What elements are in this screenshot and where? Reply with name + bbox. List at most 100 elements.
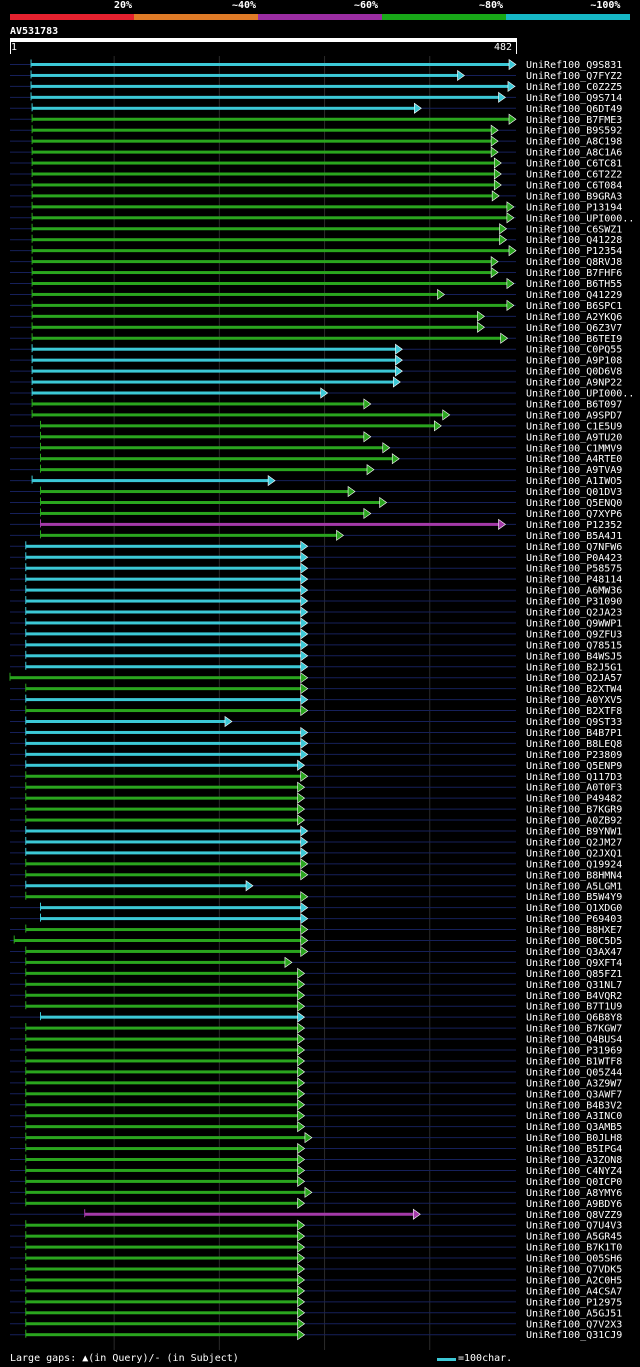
hit-bar[interactable] [25,555,302,559]
hit-label[interactable]: UniRef100_Q9S714 [526,93,622,104]
hit-bar[interactable] [40,533,338,537]
hit-bar[interactable] [25,1333,299,1337]
hit-bar[interactable] [25,687,302,691]
hit-bar[interactable] [25,566,302,570]
hit-bar[interactable] [32,314,479,318]
hit-bar[interactable] [32,303,508,307]
hit-label[interactable]: UniRef100_C1E5U9 [526,421,622,432]
hit-bar[interactable] [40,457,394,461]
hit-label[interactable]: UniRef100_P13194 [526,202,622,213]
hit-label[interactable]: UniRef100_P58575 [526,564,622,575]
hit-bar[interactable] [32,325,479,329]
hit-label[interactable]: UniRef100_B5A4J1 [526,531,622,542]
hit-bar[interactable] [25,1026,299,1030]
hit-bar[interactable] [25,709,302,713]
hit-bar[interactable] [31,63,511,66]
hit-label[interactable]: UniRef100_C0Z2Z5 [526,82,622,93]
hit-label[interactable]: UniRef100_Q4BUS4 [526,1035,622,1046]
hit-label[interactable]: UniRef100_Q2JA23 [526,608,622,619]
hit-label[interactable]: UniRef100_A4CSA7 [526,1286,622,1297]
hit-label[interactable]: UniRef100_A9NP22 [526,378,622,389]
hit-bar[interactable] [32,358,397,362]
hit-label[interactable]: UniRef100_P31969 [526,1046,622,1057]
hit-bar[interactable] [32,227,501,231]
hit-label[interactable]: UniRef100_Q7VDK5 [526,1265,622,1276]
hit-bar[interactable] [25,1289,299,1293]
hit-label[interactable]: UniRef100_Q8RVJ8 [526,257,622,268]
hit-label[interactable]: UniRef100_P48114 [526,575,622,586]
hit-label[interactable]: UniRef100_Q6Z3V7 [526,323,622,334]
hit-bar[interactable] [40,424,436,428]
hit-label[interactable]: UniRef100_Q7NFW6 [526,542,622,553]
hit-bar[interactable] [25,971,299,975]
hit-bar[interactable] [25,1201,299,1205]
hit-label[interactable]: UniRef100_Q7V2X3 [526,1319,622,1330]
hit-bar[interactable] [32,369,397,373]
hit-bar[interactable] [25,544,302,548]
hit-bar[interactable] [25,698,302,702]
hit-bar[interactable] [25,1267,299,1271]
hit-label[interactable]: UniRef100_B7KGR9 [526,805,622,816]
hit-bar[interactable] [25,818,299,822]
hit-label[interactable]: UniRef100_Q19924 [526,859,622,870]
hit-label[interactable]: UniRef100_A6MW36 [526,586,622,597]
hit-bar[interactable] [25,1278,299,1282]
hit-bar[interactable] [25,1245,299,1249]
hit-bar[interactable] [32,106,416,110]
hit-bar[interactable] [25,851,302,855]
hit-label[interactable]: UniRef100_B7T1U9 [526,1002,622,1013]
hit-bar[interactable] [25,1136,306,1140]
hit-bar[interactable] [31,73,459,77]
hit-label[interactable]: UniRef100_A2C0H5 [526,1275,622,1286]
hit-label[interactable]: UniRef100_A3Z9W7 [526,1078,622,1089]
hit-bar[interactable] [32,172,496,176]
hit-bar[interactable] [25,610,302,614]
hit-bar[interactable] [25,1322,299,1326]
hit-bar[interactable] [25,1311,299,1315]
hit-label[interactable]: UniRef100_B5W4Y9 [526,892,622,903]
hit-label[interactable]: UniRef100_Q31CJ9 [526,1330,622,1341]
hit-label[interactable]: UniRef100_B2J5G1 [526,662,622,673]
hit-label[interactable]: UniRef100_Q9WWP1 [526,618,622,629]
hit-label[interactable]: UniRef100_Q1XDG0 [526,903,622,914]
hit-label[interactable]: UniRef100_B8HXE7 [526,925,622,936]
hit-label[interactable]: UniRef100_B7FME3 [526,115,622,126]
hit-bar[interactable] [32,161,496,165]
hit-label[interactable]: UniRef100_A0ZB92 [526,816,622,827]
hit-label[interactable]: UniRef100_B2XTW4 [526,684,622,695]
hit-bar[interactable] [25,840,302,844]
hit-label[interactable]: UniRef100_P12354 [526,246,622,257]
hit-label[interactable]: UniRef100_A5GJ51 [526,1308,622,1319]
hit-label[interactable]: UniRef100_C1MMV9 [526,443,622,454]
hit-label[interactable]: UniRef100_B4B3V2 [526,1100,622,1111]
hit-label[interactable]: UniRef100_A0YXV5 [526,695,622,706]
hit-bar[interactable] [25,928,302,932]
hit-label[interactable]: UniRef100_Q41229 [526,290,622,301]
hit-label[interactable]: UniRef100_P0A423 [526,553,622,564]
hit-label[interactable]: UniRef100_A5GR45 [526,1232,622,1243]
hit-label[interactable]: UniRef100_A9SPD7 [526,410,622,421]
hit-bar[interactable] [40,446,384,450]
hit-bar[interactable] [25,982,299,986]
hit-label[interactable]: UniRef100_B4VQR2 [526,991,622,1002]
hit-bar[interactable] [32,402,365,406]
hit-bar[interactable] [32,238,501,242]
hit-bar[interactable] [25,632,302,636]
hit-label[interactable]: UniRef100_B6SPC1 [526,301,622,312]
hit-label[interactable]: UniRef100_A8YMY6 [526,1188,622,1199]
hit-bar[interactable] [25,884,248,888]
hit-label[interactable]: UniRef100_B7K1T0 [526,1243,622,1254]
hit-bar[interactable] [25,796,299,800]
hit-label[interactable]: UniRef100_UPI000.. [526,213,634,224]
hit-label[interactable]: UniRef100_P23809 [526,750,622,761]
hit-label[interactable]: UniRef100_A5LGM1 [526,881,622,892]
hit-label[interactable]: UniRef100_B4B7P1 [526,728,622,739]
hit-label[interactable]: UniRef100_P31090 [526,597,622,608]
hit-label[interactable]: UniRef100_A3INC0 [526,1111,622,1122]
hit-bar[interactable] [25,1256,299,1260]
hit-bar[interactable] [40,490,350,494]
hit-label[interactable]: UniRef100_B9S592 [526,126,622,137]
hit-label[interactable]: UniRef100_Q41228 [526,235,622,246]
hit-bar[interactable] [32,271,493,275]
hit-label[interactable]: UniRef100_B7FHF6 [526,268,622,279]
